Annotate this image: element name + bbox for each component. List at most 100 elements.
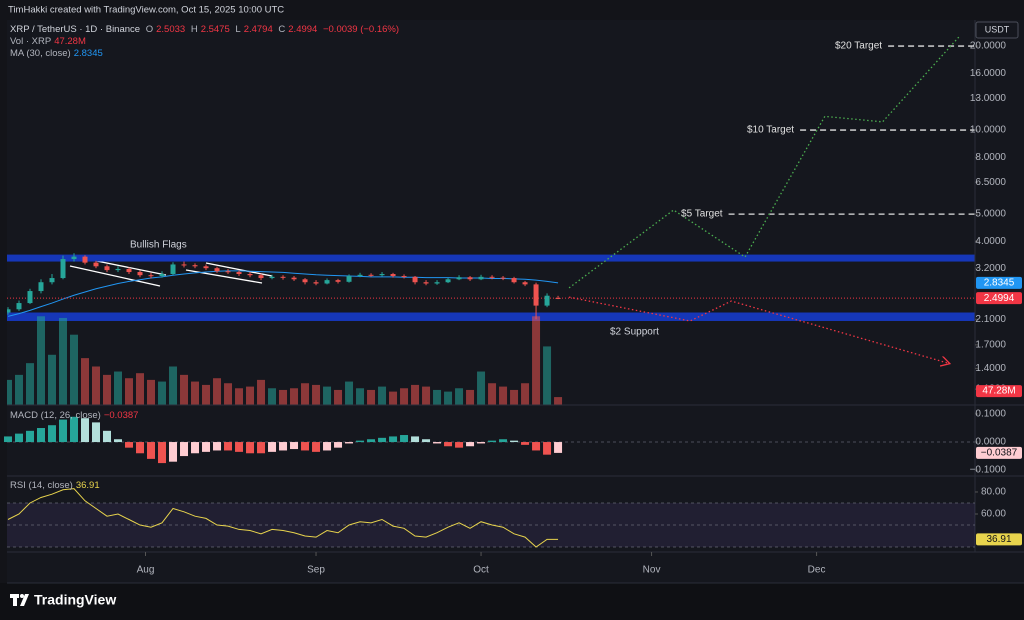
volume-bar: [323, 386, 332, 405]
candle-body: [335, 280, 341, 282]
rsi-line: [7, 488, 559, 548]
macd-bar: [36, 428, 45, 443]
volume-bar: [499, 386, 508, 405]
macd-bar: [290, 442, 299, 450]
candle-body: [236, 272, 242, 275]
candle-body: [115, 268, 121, 271]
candle-body: [478, 276, 484, 280]
legend-rsi: RSI (14, close) 36.91: [10, 480, 103, 492]
symbol: XRP / TetherUS · 1D · Binance: [10, 24, 141, 35]
macd-bar: [114, 439, 123, 443]
low-value: 2.4794: [243, 24, 273, 35]
macd-bar: [224, 442, 233, 451]
macd-bar: [345, 442, 354, 444]
macd-name: MACD (12, 26, close): [10, 410, 101, 421]
macd-bar: [47, 425, 56, 443]
macd-bar: [14, 433, 23, 443]
macd-bar: [58, 419, 67, 443]
last-price-label: 2.4994: [984, 293, 1015, 304]
candle-body: [357, 274, 363, 277]
tv-logo: [10, 594, 29, 606]
candle-body: [412, 276, 418, 283]
volume-bar: [356, 388, 365, 405]
macd-bar: [323, 442, 332, 451]
volume-bar: [312, 384, 321, 405]
volume-label: 47.28M: [982, 386, 1015, 397]
candle-body: [456, 277, 462, 280]
candle-body: [324, 280, 330, 284]
candle-body: [368, 274, 374, 276]
macd-bar: [3, 436, 12, 443]
currency-button[interactable]: [975, 21, 1019, 39]
macd-value: −0.0387: [103, 410, 139, 421]
volume-bar: [477, 371, 486, 405]
rsi-value: 36.91: [75, 480, 100, 491]
candle-body: [313, 282, 319, 284]
brand: TradingView: [34, 592, 116, 608]
volume-bar: [510, 389, 519, 405]
macd-bar: [466, 442, 475, 447]
candle-body: [170, 264, 176, 275]
macd-value-label: −0.0387: [981, 448, 1018, 459]
volume-bar: [411, 384, 420, 405]
candle-body: [390, 274, 396, 277]
volume-bar: [80, 358, 89, 405]
macd-bar: [169, 442, 178, 462]
macd-bar: [235, 442, 244, 452]
macd-bar: [554, 442, 563, 453]
zone: [7, 254, 975, 262]
volume-name: Vol · XRP: [10, 36, 52, 47]
volume-bar: [92, 366, 101, 405]
macd-bar: [400, 435, 409, 443]
x-tick-label: Oct: [473, 565, 489, 576]
candle-body: [82, 256, 88, 263]
macd-bar: [202, 442, 211, 452]
macd-bar: [532, 442, 541, 451]
volume-bar: [334, 389, 343, 405]
macd-bar: [279, 442, 288, 451]
volume-bar: [444, 391, 453, 405]
macd-bar: [103, 430, 112, 443]
volume-bar: [158, 381, 167, 405]
volume-bar: [290, 388, 299, 405]
x-tick-label: Dec: [808, 565, 826, 576]
header-bar: [0, 0, 1024, 20]
candle-body: [159, 274, 165, 277]
y-tick-label: 10.0000: [970, 125, 1007, 136]
macd-bar: [191, 442, 200, 454]
rsi-tick-label: 80.00: [981, 487, 1006, 498]
target-label: $5 Target: [681, 209, 723, 220]
candle-body: [555, 297, 561, 299]
candle-body: [489, 276, 495, 278]
candle-body: [544, 295, 550, 306]
macd-bar: [136, 442, 145, 454]
volume-bar: [389, 391, 398, 405]
candle-body: [214, 268, 220, 272]
volume-bar: [301, 383, 310, 405]
last-price-box: [976, 292, 1022, 305]
close-value: 2.4994: [288, 24, 318, 35]
candle-body: [7, 309, 11, 313]
macd-tick-label: 0.1000: [975, 409, 1006, 420]
plot: [7, 35, 975, 405]
y-tick-label: 1.4000: [975, 363, 1006, 374]
rsi-value-label: 36.91: [986, 534, 1011, 545]
macd-bar: [125, 442, 134, 448]
candle-body: [148, 275, 154, 277]
volume-bar: [422, 386, 431, 405]
legend-macd: MACD (12, 26, close) −0.0387: [10, 410, 141, 422]
ma-name: MA (30, close): [10, 48, 71, 59]
macd-bar: [257, 442, 266, 454]
candle-body: [203, 266, 209, 269]
volume-bar: [378, 386, 387, 405]
key: C: [278, 24, 286, 35]
currency-label: USDT: [985, 24, 1010, 34]
volume-bar: [466, 389, 475, 405]
candle-body: [467, 277, 473, 280]
x-tick-label: Sep: [307, 565, 325, 576]
zone: [7, 312, 975, 321]
volume-bar: [191, 381, 200, 405]
volume-bar: [202, 384, 211, 405]
